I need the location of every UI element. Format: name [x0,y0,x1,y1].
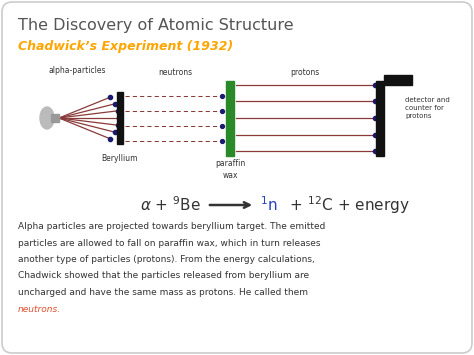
Text: Chadwick’s Experiment (1932): Chadwick’s Experiment (1932) [18,40,233,53]
Text: neutrons: neutrons [158,68,192,77]
Text: Beryllium: Beryllium [102,154,138,163]
Text: Alpha particles are projected towards beryllium target. The emitted: Alpha particles are projected towards be… [18,222,325,231]
Text: paraffin
wax: paraffin wax [215,159,245,180]
Bar [51,114,59,122]
Text: uncharged and have the same mass as protons. He called them: uncharged and have the same mass as prot… [18,288,308,297]
Bar [226,81,234,155]
Bar [384,75,412,84]
Text: another type of particles (protons). From the energy calculations,: another type of particles (protons). Fro… [18,255,315,264]
Text: $\alpha$ + $^9$Be: $\alpha$ + $^9$Be [140,196,201,214]
Text: Chadwick showed that the particles released from beryllium are: Chadwick showed that the particles relea… [18,272,309,280]
Text: neutrons.: neutrons. [18,305,61,313]
Text: particles are allowed to fall on paraffin wax, which in turn releases: particles are allowed to fall on paraffi… [18,239,320,247]
Text: alpha-particles: alpha-particles [48,66,106,75]
Text: detector and
counter for
protons: detector and counter for protons [405,97,450,119]
Ellipse shape [40,107,54,129]
Bar [117,92,123,144]
Text: $^1$n: $^1$n [260,196,278,214]
Text: protons: protons [291,68,319,77]
Text: + $^{12}$C + energy: + $^{12}$C + energy [285,194,410,216]
Bar [376,81,384,155]
Text: The Discovery of Atomic Structure: The Discovery of Atomic Structure [18,18,293,33]
